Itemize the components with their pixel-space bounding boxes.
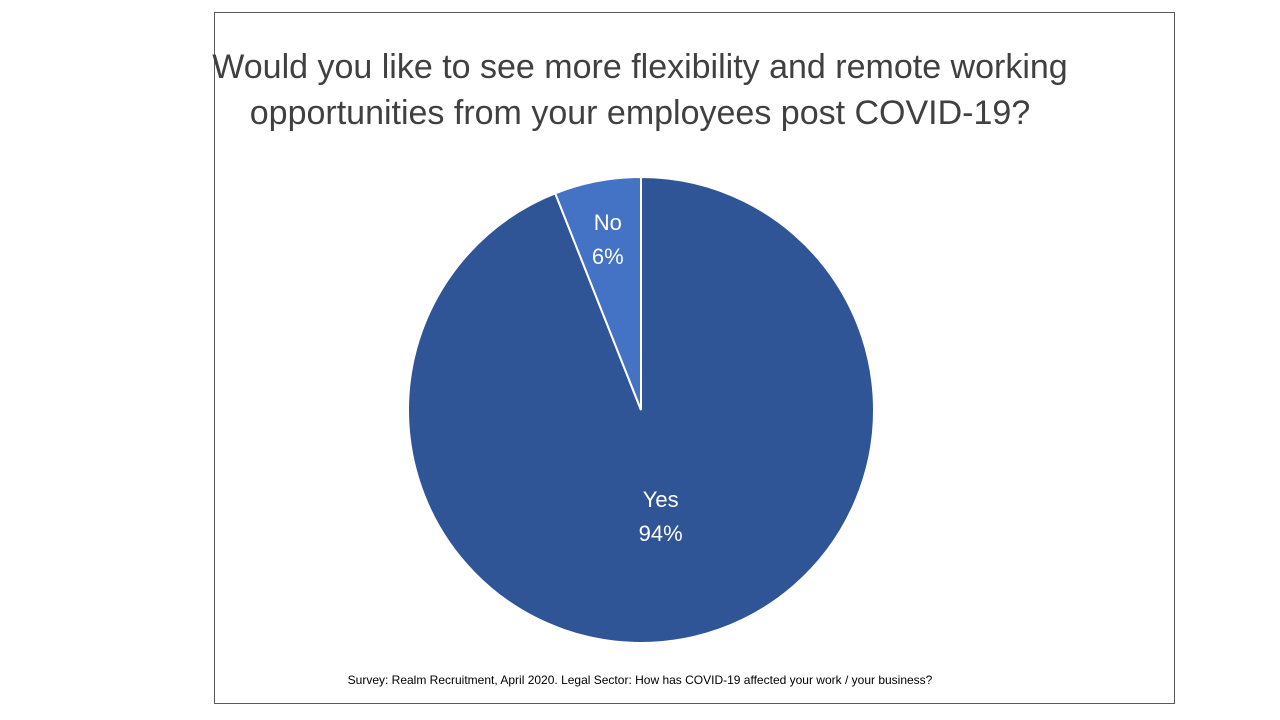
chart-title-line-1: Would you like to see more flexibility a…: [212, 48, 1068, 86]
chart-title: Would you like to see more flexibility a…: [0, 44, 1280, 136]
data-label-category-no: No: [594, 210, 622, 235]
chart-title-line-2: opportunities from your employees post C…: [249, 94, 1031, 132]
pie-slice-no: [553, 175, 642, 411]
chart-source-note: Survey: Realm Recruitment, April 2020. L…: [347, 673, 933, 687]
data-label-category-yes: Yes: [643, 487, 679, 512]
data-label-value-yes: 94%: [639, 521, 683, 546]
data-label-value-no: 6%: [592, 244, 624, 269]
